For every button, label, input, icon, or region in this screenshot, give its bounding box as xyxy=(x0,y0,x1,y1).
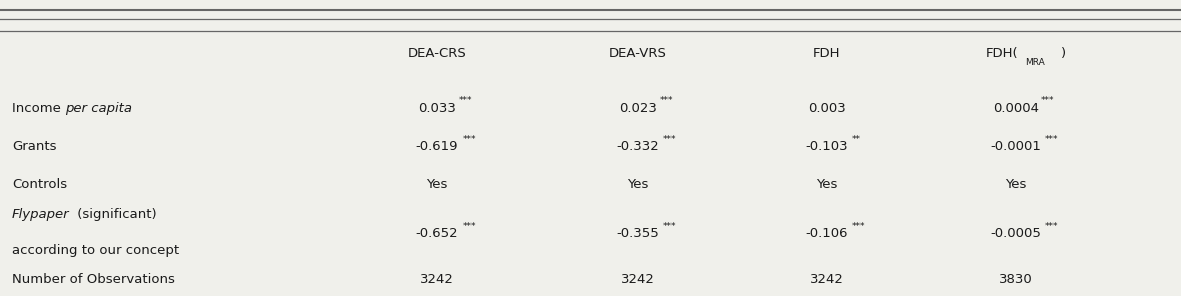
Text: 0.003: 0.003 xyxy=(808,102,846,115)
Text: ***: *** xyxy=(463,135,476,144)
Text: DEA-CRS: DEA-CRS xyxy=(407,47,466,60)
Text: Yes: Yes xyxy=(816,178,837,192)
Text: 3242: 3242 xyxy=(810,273,843,286)
Text: -0.0005: -0.0005 xyxy=(990,227,1042,240)
Text: -0.0001: -0.0001 xyxy=(990,140,1042,153)
Text: -0.652: -0.652 xyxy=(416,227,458,240)
Text: ***: *** xyxy=(1042,96,1055,105)
Text: DEA-VRS: DEA-VRS xyxy=(608,47,667,60)
Text: Flypaper: Flypaper xyxy=(12,208,70,221)
Text: 3242: 3242 xyxy=(621,273,654,286)
Text: -0.106: -0.106 xyxy=(805,227,848,240)
Text: ): ) xyxy=(1061,47,1065,60)
Text: Controls: Controls xyxy=(12,178,67,192)
Text: Income: Income xyxy=(12,102,65,115)
Text: 3242: 3242 xyxy=(420,273,454,286)
Text: (significant): (significant) xyxy=(73,208,157,221)
Text: ***: *** xyxy=(459,96,472,105)
Text: 0.0004: 0.0004 xyxy=(993,102,1038,115)
Text: ***: *** xyxy=(852,222,866,231)
Text: FDH: FDH xyxy=(813,47,841,60)
Text: 0.023: 0.023 xyxy=(619,102,657,115)
Text: Yes: Yes xyxy=(1005,178,1026,192)
Text: ***: *** xyxy=(463,222,476,231)
Text: according to our concept: according to our concept xyxy=(12,244,180,257)
Text: 3830: 3830 xyxy=(999,273,1032,286)
Text: ***: *** xyxy=(664,135,677,144)
Text: -0.332: -0.332 xyxy=(616,140,659,153)
Text: 0.033: 0.033 xyxy=(418,102,456,115)
Text: per capita: per capita xyxy=(66,102,132,115)
Text: -0.619: -0.619 xyxy=(416,140,458,153)
Text: **: ** xyxy=(852,135,861,144)
Text: -0.355: -0.355 xyxy=(616,227,659,240)
Text: ***: *** xyxy=(1044,135,1058,144)
Text: -0.103: -0.103 xyxy=(805,140,848,153)
Text: ***: *** xyxy=(660,96,673,105)
Text: Number of Observations: Number of Observations xyxy=(12,273,175,286)
Text: FDH(: FDH( xyxy=(986,47,1019,60)
Text: ***: *** xyxy=(664,222,677,231)
Text: ***: *** xyxy=(1044,222,1058,231)
Text: Grants: Grants xyxy=(12,140,57,153)
Text: Yes: Yes xyxy=(426,178,448,192)
Text: MRA: MRA xyxy=(1025,58,1045,67)
Text: Yes: Yes xyxy=(627,178,648,192)
